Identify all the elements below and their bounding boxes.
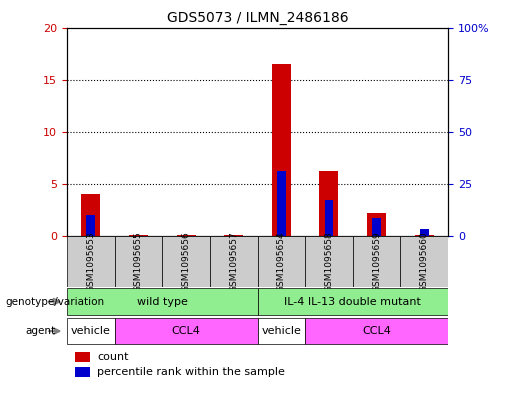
Text: GSM1095655: GSM1095655 bbox=[134, 231, 143, 292]
Bar bbox=[305, 318, 448, 344]
Text: GSM1095654: GSM1095654 bbox=[277, 231, 286, 292]
Text: GSM1095653: GSM1095653 bbox=[87, 231, 95, 292]
Text: GSM1095660: GSM1095660 bbox=[420, 231, 428, 292]
Bar bbox=[75, 367, 90, 377]
Bar bbox=[258, 236, 305, 287]
Bar bbox=[305, 236, 353, 287]
Text: vehicle: vehicle bbox=[262, 326, 301, 336]
Bar bbox=[324, 200, 333, 236]
Bar bbox=[258, 318, 305, 344]
Bar bbox=[401, 236, 448, 287]
Text: count: count bbox=[97, 352, 129, 362]
Bar bbox=[258, 288, 448, 315]
Bar bbox=[319, 171, 338, 236]
Bar bbox=[367, 213, 386, 236]
Bar bbox=[162, 236, 210, 287]
Bar bbox=[353, 236, 401, 287]
Bar bbox=[272, 64, 291, 236]
Bar bbox=[87, 215, 95, 236]
Text: percentile rank within the sample: percentile rank within the sample bbox=[97, 367, 285, 377]
Text: GSM1095656: GSM1095656 bbox=[182, 231, 191, 292]
Bar bbox=[67, 236, 114, 287]
Bar bbox=[81, 194, 100, 236]
Bar bbox=[372, 218, 381, 236]
Text: GSM1095658: GSM1095658 bbox=[324, 231, 333, 292]
Text: GSM1095657: GSM1095657 bbox=[229, 231, 238, 292]
Text: agent: agent bbox=[26, 326, 56, 336]
Bar bbox=[277, 171, 286, 236]
Bar bbox=[67, 318, 114, 344]
Text: CCL4: CCL4 bbox=[171, 326, 200, 336]
Bar bbox=[114, 236, 162, 287]
Text: IL-4 IL-13 double mutant: IL-4 IL-13 double mutant bbox=[284, 297, 421, 307]
Bar bbox=[420, 228, 428, 236]
Text: vehicle: vehicle bbox=[71, 326, 111, 336]
Title: GDS5073 / ILMN_2486186: GDS5073 / ILMN_2486186 bbox=[167, 11, 348, 25]
Bar bbox=[210, 236, 258, 287]
Text: wild type: wild type bbox=[137, 297, 187, 307]
Bar bbox=[67, 288, 258, 315]
Bar bbox=[75, 352, 90, 362]
Bar bbox=[114, 318, 258, 344]
Text: GSM1095659: GSM1095659 bbox=[372, 231, 381, 292]
Text: genotype/variation: genotype/variation bbox=[5, 297, 104, 307]
Text: CCL4: CCL4 bbox=[362, 326, 391, 336]
